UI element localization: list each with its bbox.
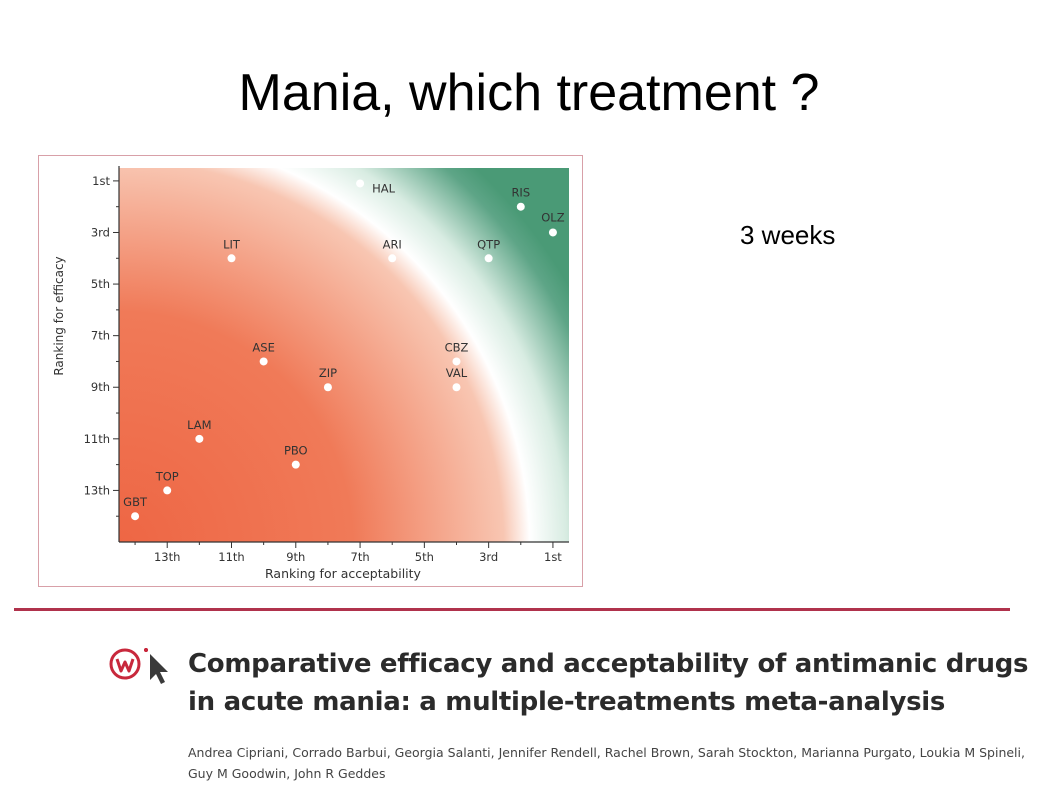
data-point bbox=[323, 383, 332, 392]
ranking-scatter-chart: 1st 3rd 5th 7th 9th 11th 13th 13th 11th 9th 7th 5th… bbox=[38, 155, 583, 587]
x-tick-label: 7th bbox=[351, 550, 370, 564]
x-tick-label: 1st bbox=[544, 550, 562, 564]
duration-label: 3 weeks bbox=[740, 220, 836, 250]
point-label: ASE bbox=[252, 340, 274, 354]
slide-title: Mania, which treatment ? bbox=[238, 64, 820, 122]
data-point bbox=[452, 383, 461, 392]
plot-background bbox=[119, 168, 569, 542]
x-tick-label: 11th bbox=[218, 550, 244, 564]
point-label: RIS bbox=[511, 186, 530, 200]
y-tick-label: 9th bbox=[91, 380, 110, 394]
paper-authors: Andrea Cipriani, Corrado Barbui, Georgia… bbox=[188, 742, 1025, 784]
x-tick-label: 5th bbox=[415, 550, 434, 564]
data-point bbox=[163, 486, 172, 495]
chart-svg: 1st 3rd 5th 7th 9th 11th 13th 13th 11th 9th 7th 5th… bbox=[52, 166, 569, 581]
data-point bbox=[548, 228, 557, 237]
data-point bbox=[195, 434, 204, 443]
data-point bbox=[356, 179, 365, 188]
point-label: HAL bbox=[372, 181, 396, 195]
data-point bbox=[291, 460, 300, 469]
point-label: PBO bbox=[284, 444, 308, 458]
point-label: ARI bbox=[383, 237, 402, 251]
data-point bbox=[516, 202, 525, 211]
y-tick-label: 3rd bbox=[91, 225, 110, 239]
x-tick-label: 13th bbox=[154, 550, 180, 564]
point-label: VAL bbox=[446, 366, 468, 380]
y-tick-label: 7th bbox=[91, 329, 110, 343]
y-tick-label: 1st bbox=[92, 174, 110, 188]
data-point bbox=[388, 254, 397, 263]
paper-title-line-2: in acute mania: a multiple-treatments me… bbox=[188, 687, 946, 717]
y-tick-label: 13th bbox=[84, 483, 110, 497]
point-label: TOP bbox=[155, 469, 179, 483]
y-tick-label: 11th bbox=[84, 432, 110, 446]
point-label: LIT bbox=[223, 237, 241, 251]
x-tick-label: 3rd bbox=[479, 550, 498, 564]
point-label: OLZ bbox=[541, 210, 564, 224]
x-axis-label: Ranking for acceptability bbox=[265, 566, 422, 581]
paper-authors-line-2: Guy M Goodwin, John R Geddes bbox=[188, 766, 386, 781]
paper-title: Comparative efficacy and acceptability o… bbox=[188, 645, 1029, 721]
data-point bbox=[131, 512, 140, 521]
y-tick-label: 5th bbox=[91, 277, 110, 291]
paper-authors-line-1: Andrea Cipriani, Corrado Barbui, Georgia… bbox=[188, 745, 1025, 760]
paper-title-line-1: Comparative efficacy and acceptability o… bbox=[188, 649, 1029, 679]
y-axis-label: Ranking for efficacy bbox=[52, 256, 66, 375]
point-label: LAM bbox=[187, 418, 211, 432]
point-label: CBZ bbox=[445, 340, 469, 354]
data-point bbox=[484, 254, 493, 263]
data-point bbox=[227, 254, 236, 263]
cursor-click-logo-icon bbox=[108, 640, 178, 688]
divider-line bbox=[14, 608, 1010, 611]
data-point bbox=[452, 357, 461, 366]
x-tick-label: 9th bbox=[286, 550, 305, 564]
point-label: GBT bbox=[123, 495, 148, 509]
data-point bbox=[259, 357, 268, 366]
point-label: ZIP bbox=[319, 366, 337, 380]
point-label: QTP bbox=[477, 237, 500, 251]
